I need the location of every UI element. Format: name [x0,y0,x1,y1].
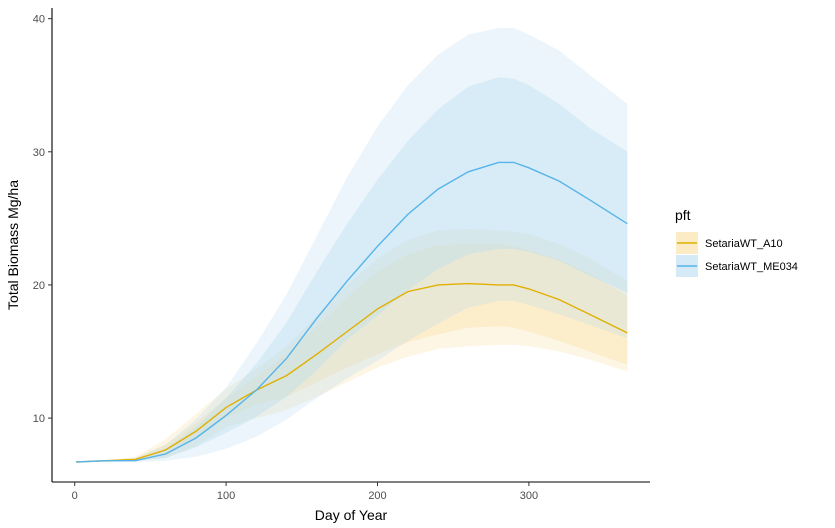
series-line-1 [76,161,628,463]
y-tick-label: 40 [33,14,45,26]
x-tick-label: 300 [520,490,538,502]
plot-area [76,28,628,463]
inner-band-0 [76,243,628,462]
y-axis-ticks: 10 20 30 40 [33,14,52,425]
y-tick-label: 20 [33,280,45,292]
inner-band-1 [76,77,628,462]
y-tick-label: 10 [33,413,45,425]
series-lines [76,161,628,463]
axes: 0 100 200 300 10 20 30 40 Day of Year Total Bi… [5,8,650,523]
legend-title: pft [675,207,691,223]
x-axis-ticks: 0 100 200 300 [72,482,538,502]
x-tick-label: 0 [72,490,78,502]
legend-label-1: SetariaWT_ME034 [705,261,798,273]
confidence-bands [76,28,628,462]
legend-items: SetariaWT_A10 SetariaWT_ME034 [676,232,798,277]
legend: pft SetariaWT_A10 SetariaWT_ME034 [675,207,798,277]
outer-band-1 [76,28,628,462]
y-axis-title: Total Biomass Mg/ha [5,180,21,310]
x-tick-label: 100 [217,490,235,502]
legend-label-0: SetariaWT_A10 [705,238,783,250]
y-tick-label: 30 [33,147,45,159]
series-line-0 [76,282,628,463]
x-axis-title: Day of Year [315,507,388,523]
x-tick-label: 200 [368,490,386,502]
outer-band-0 [76,229,628,462]
